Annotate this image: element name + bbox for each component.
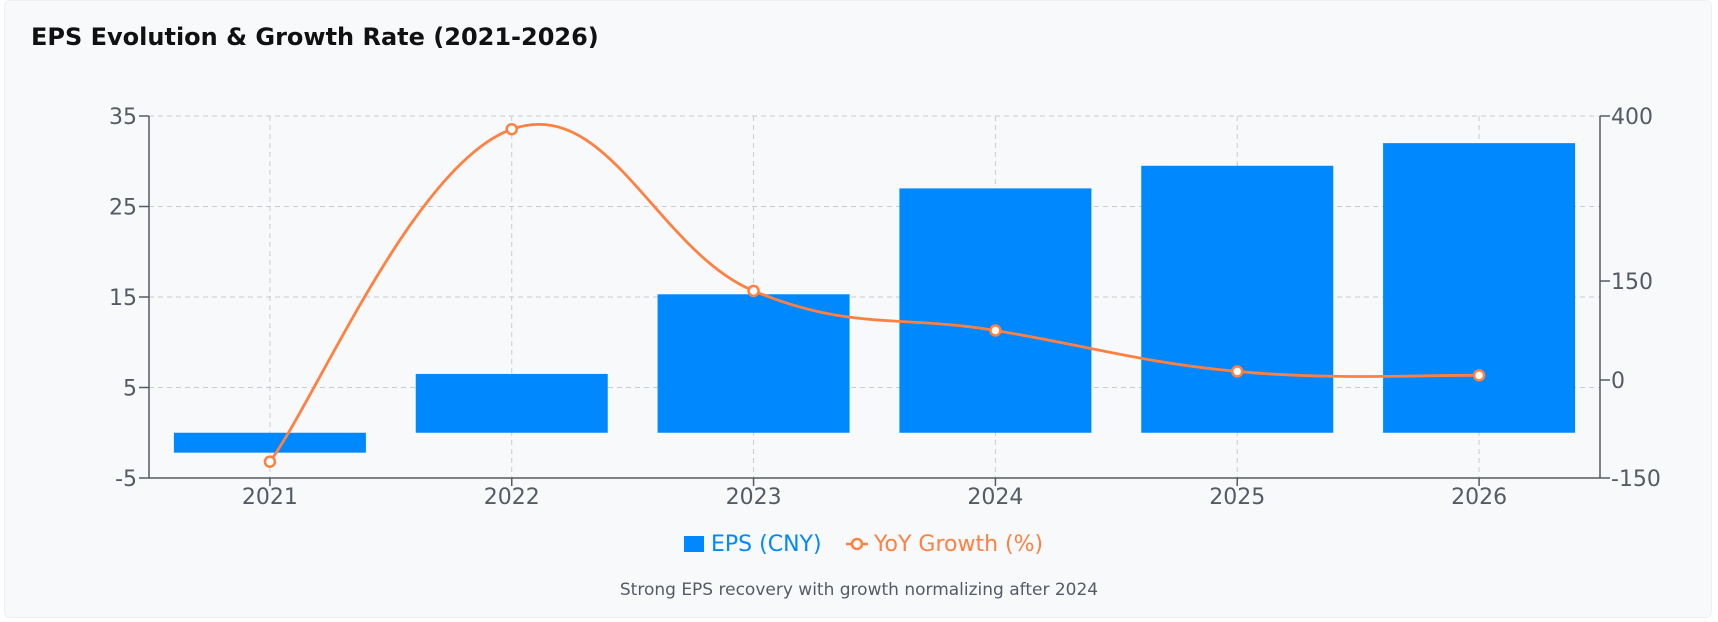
x-tick-label: 2023	[726, 485, 782, 510]
bar-eps-2024	[899, 188, 1092, 433]
growth-point-2024	[989, 324, 1002, 337]
chart-footnote: Strong EPS recovery with growth normaliz…	[619, 580, 1099, 600]
x-tick-label: 2026	[1451, 485, 1507, 510]
legend-swatch-eps	[684, 536, 704, 552]
y-left-tick-label: -5	[115, 467, 137, 492]
legend: EPS (CNY) YoY Growth (%)	[684, 532, 1043, 557]
eps-bars	[173, 143, 1576, 453]
y-right-tick-label: 0	[1611, 369, 1625, 394]
y-left-tick-label: 5	[123, 377, 137, 402]
x-tick-label: 2025	[1209, 485, 1265, 510]
y-right-tick-label: -150	[1611, 467, 1661, 492]
x-tick-label: 2024	[967, 485, 1023, 510]
bar-eps-2026	[1383, 143, 1576, 433]
chart-title: EPS Evolution & Growth Rate (2021-2026)	[31, 23, 599, 51]
legend-label-growth: YoY Growth (%)	[873, 532, 1043, 557]
growth-point-2025	[1231, 365, 1244, 378]
bar-eps-2021	[173, 432, 366, 453]
bar-eps-2025	[1141, 165, 1334, 433]
x-tick-label: 2022	[484, 485, 540, 510]
axes: -5 5 15 25 35 -150 0 150 400 2021 2022 2023 2024 2025…	[109, 105, 1661, 510]
x-tick-label: 2021	[242, 485, 298, 510]
y-left-tick-label: 15	[109, 286, 137, 311]
growth-point-2022	[505, 122, 518, 136]
y-right-tick-label: 400	[1611, 105, 1653, 130]
growth-point-2023	[747, 284, 760, 298]
growth-line-path	[268, 122, 1480, 463]
legend-swatch-growth-marker	[850, 537, 864, 551]
legend-label-eps: EPS (CNY)	[711, 532, 822, 557]
y-right-tick-label: 150	[1611, 270, 1653, 295]
growth-line	[263, 122, 1486, 468]
growth-point-2026	[1472, 369, 1486, 382]
y-left-tick-label: 35	[109, 105, 137, 130]
growth-point-2021	[263, 455, 277, 468]
y-left-tick-label: 25	[109, 196, 137, 221]
bar-eps-2023	[657, 294, 850, 433]
bar-eps-2022	[415, 373, 608, 433]
grid-lines	[149, 115, 1600, 479]
